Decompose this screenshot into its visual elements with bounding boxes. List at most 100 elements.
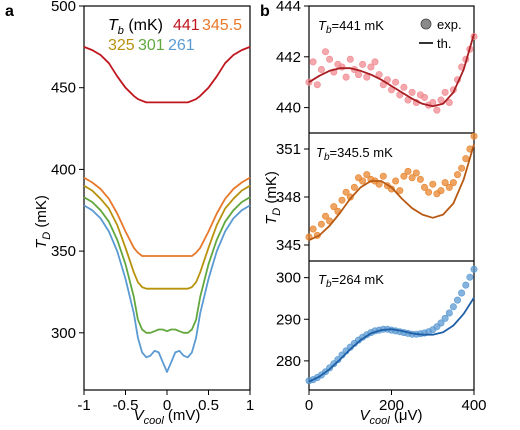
x-tick-label: 1 [246,397,254,414]
exp-point [445,309,453,317]
panel-b-y-axis-label: TD (mK) [263,171,283,225]
exp-point [470,265,478,273]
series-line-325 [83,184,251,290]
exp-point [470,132,478,140]
subplot-bottom-annotation: Tb=264 mK [318,272,384,290]
exp-point [309,225,317,233]
legend-value-301: 301 [138,37,165,54]
y-tick-label: 300 [51,325,76,342]
exp-point [392,78,400,86]
panel-label-b: b [260,3,270,20]
y-tick-label: 348 [276,189,301,206]
panel-b-x-axis-label: Vcool (μV) [359,407,422,427]
legend-value-345-5: 345.5 [202,17,242,34]
exp-point [437,96,445,104]
exp-point [317,66,325,74]
legend-title: Tb (mK) [108,17,163,37]
exp-point [458,164,466,172]
exp-point [330,203,338,211]
exp-point [326,55,334,63]
exp-point [420,93,428,101]
exp-point [346,55,354,63]
exp-point [400,172,408,180]
series-line-261 [83,204,251,373]
panel-b-x-ticks: 0 200 400 [305,390,487,414]
exp-point [437,187,445,195]
y-tick-label: 345 [276,237,301,254]
exp-point [449,179,457,187]
exp-point [404,167,412,175]
exp-point [425,188,433,196]
x-tick-label: 0 [305,397,313,414]
exp-point [379,172,387,180]
exp-point [363,171,371,179]
y-tick-label: 350 [51,243,76,260]
y-tick-label: 440 [276,100,301,117]
legend-exp-label: exp. [437,17,462,32]
series-line-345-5 [83,176,251,257]
panel-a-chart: 300 350 400 450 500 -1 -0.5 0 0.5 1 Tb (mK) 441 … [33,0,254,427]
exp-point [342,73,350,81]
y-tick-label: 500 [51,0,76,15]
exp-point [317,220,325,228]
exp-point [392,177,400,185]
exp-point [396,187,404,195]
panel-b-chart: 440 442 444 345 348 351 280 290 300 0 200 400 Tb=4… [263,0,487,427]
y-tick-label: 450 [51,80,76,97]
exp-point [346,193,354,201]
exp-point [313,81,321,89]
legend-exp-marker [420,18,432,30]
subplot-mid-annotation: Tb=345.5 mK [316,145,393,163]
exp-point [330,360,338,368]
series-line-441 [83,46,251,104]
exp-point [429,180,437,188]
theory-line [308,143,475,242]
exp-point [453,171,461,179]
panel-a-legend: Tb (mK) 441 345.5 325 301 261 [108,17,242,54]
panel-a-x-ticks: -1 -0.5 0 0.5 1 [77,390,254,414]
exp-point [408,88,416,96]
exp-point [449,303,457,311]
exp-point [412,169,420,177]
legend-value-441: 441 [173,17,200,34]
exp-point [445,183,453,191]
exp-point [433,106,441,114]
exp-point [441,179,449,187]
exp-point [441,314,449,322]
exp-point [408,174,416,182]
x-tick-label: 400 [461,397,486,414]
y-tick-label: 400 [51,161,76,178]
panel-a-series [83,46,251,373]
panel-b-y-ticks: 440 442 444 345 348 351 280 290 300 [276,0,309,370]
exp-point [338,196,346,204]
series-line-301 [83,196,251,334]
exp-point [359,60,367,68]
exp-point [342,188,350,196]
exp-point [462,155,470,163]
exp-point [367,63,375,71]
exp-point [453,296,461,304]
theory-line [308,33,475,108]
x-tick-label: 0 [163,397,171,414]
y-tick-label: 300 [276,270,301,287]
exp-point [321,48,329,56]
exp-point [437,319,445,327]
exp-point [371,58,379,66]
panel-label-a: a [5,3,14,20]
y-tick-label: 351 [276,141,301,158]
exp-point [338,63,346,71]
exp-point [309,58,317,66]
exp-point [359,177,367,185]
y-tick-label: 290 [276,311,301,328]
theory-line [308,297,475,383]
x-tick-label: 0.5 [198,397,219,414]
x-tick-label: -0.5 [113,397,139,414]
legend-value-261: 261 [168,37,195,54]
x-tick-label: -1 [77,397,90,414]
exp-point [420,183,428,191]
subplot-top-annotation: Tb=441 mK [318,18,384,36]
exp-point [354,71,362,79]
y-tick-label: 444 [276,0,301,15]
panel-b-legend: exp. th. [419,17,462,51]
